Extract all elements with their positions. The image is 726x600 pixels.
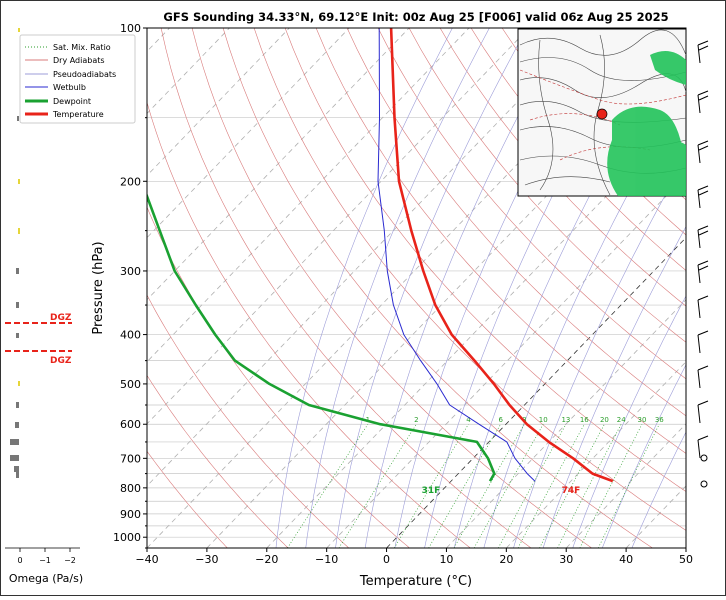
isotherm-line bbox=[686, 28, 726, 548]
mixing-ratio-label: 10 bbox=[539, 416, 548, 424]
wetbulb-trace bbox=[378, 28, 535, 481]
dgz-upper-label: DGZ bbox=[50, 313, 72, 323]
wind-barb-flag bbox=[698, 261, 708, 265]
inset-map bbox=[518, 29, 686, 196]
dry-adiabat bbox=[130, 28, 470, 548]
y-tick-label: 300 bbox=[120, 265, 141, 278]
wind-barb-flag bbox=[699, 191, 708, 195]
wind-barb-staff bbox=[698, 45, 700, 63]
omega-tick-1: −1 bbox=[39, 556, 51, 565]
y-tick-label: 600 bbox=[120, 418, 141, 431]
mixing-ratio-label: 36 bbox=[655, 416, 664, 424]
wind-barb-flag bbox=[698, 41, 708, 45]
wind-barb-flag bbox=[699, 231, 708, 235]
legend-label-dry-adiabats: Dry Adiabats bbox=[53, 56, 105, 65]
wind-barb-staff bbox=[698, 405, 700, 423]
chart-title: GFS Sounding 34.33°N, 69.12°E Init: 00z … bbox=[163, 10, 668, 24]
y-tick-label: 400 bbox=[120, 329, 141, 342]
x-tick-label: −30 bbox=[195, 553, 218, 566]
mixing-ratio-label: 6 bbox=[498, 416, 503, 424]
x-tick-label: 0 bbox=[383, 553, 390, 566]
legend: Sat. Mix. Ratio Dry Adiabats Pseudoadiab… bbox=[20, 35, 135, 123]
wind-barb-flag bbox=[698, 226, 708, 230]
legend-label-pseudoadiabats: Pseudoadiabats bbox=[53, 70, 116, 79]
x-axis-label: Temperature (°C) bbox=[359, 574, 472, 589]
wind-barb-flag bbox=[699, 266, 708, 270]
mixing-ratio-label: 13 bbox=[561, 416, 570, 424]
x-tick-label: 30 bbox=[559, 553, 573, 566]
isotherm-line bbox=[87, 28, 589, 548]
wind-barb-flag bbox=[698, 366, 708, 370]
wind-barb-flag bbox=[699, 46, 708, 50]
omega-bars bbox=[10, 28, 20, 478]
omega-axis-label: Omega (Pa/s) bbox=[9, 572, 83, 585]
x-tick-label: 40 bbox=[619, 553, 633, 566]
wind-barb-flag bbox=[698, 91, 708, 95]
dry-adiabat bbox=[99, 28, 409, 548]
wind-barb-staff bbox=[698, 300, 700, 318]
pseudoadiabat bbox=[335, 28, 527, 548]
x-tick-label: −40 bbox=[135, 553, 158, 566]
legend-label-wetbulb: Wetbulb bbox=[53, 83, 86, 92]
omega-tick-0: 0 bbox=[17, 556, 22, 565]
wind-calm-circle bbox=[701, 481, 707, 487]
dewpoint-surface-label: 31F bbox=[422, 486, 441, 496]
legend-label-mix-ratio: Sat. Mix. Ratio bbox=[53, 43, 111, 52]
legend-label-dewpoint: Dewpoint bbox=[53, 97, 91, 106]
mixing-ratio-label: 16 bbox=[580, 416, 589, 424]
mixing-ratio-line bbox=[288, 424, 368, 548]
wind-barb-staff bbox=[698, 145, 700, 163]
dry-adiabat bbox=[719, 28, 726, 548]
wind-barb-flag bbox=[699, 96, 708, 100]
wind-barb-flag bbox=[698, 401, 708, 405]
wind-calm-circle bbox=[701, 455, 707, 461]
y-tick-label: 200 bbox=[120, 175, 141, 188]
mixing-ratio-label: 24 bbox=[617, 416, 626, 424]
pseudoadiabat bbox=[276, 28, 452, 548]
x-tick-label: −10 bbox=[315, 553, 338, 566]
y-tick-label: 700 bbox=[120, 452, 141, 465]
mixing-ratio-line bbox=[498, 424, 566, 548]
x-tick-label: 20 bbox=[499, 553, 513, 566]
wind-barb-staff bbox=[698, 190, 700, 208]
wind-barb-flag bbox=[699, 146, 708, 150]
y-tick-label: 100 bbox=[120, 22, 141, 35]
wind-barb-flag bbox=[698, 141, 708, 145]
y-tick-label: 900 bbox=[120, 508, 141, 521]
mixing-ratio-label: 20 bbox=[600, 416, 609, 424]
wind-barb-flag bbox=[698, 331, 708, 335]
x-tick-label: −20 bbox=[255, 553, 278, 566]
wind-barb-staff bbox=[698, 95, 700, 113]
x-tick-label: 50 bbox=[679, 553, 693, 566]
wind-barb-staff bbox=[698, 370, 700, 388]
wind-barb-staff bbox=[698, 335, 700, 353]
y-axis-label: Pressure (hPa) bbox=[91, 241, 106, 334]
wind-barb-flag bbox=[698, 186, 708, 190]
wind-barbs bbox=[698, 41, 708, 487]
y-tick-label: 500 bbox=[120, 378, 141, 391]
wind-barb-flag bbox=[698, 296, 708, 300]
dry-adiabat bbox=[688, 28, 726, 548]
wind-barb-staff bbox=[698, 230, 700, 248]
legend-label-temperature: Temperature bbox=[52, 110, 104, 119]
mixing-ratio-label: 2 bbox=[414, 416, 418, 424]
wind-barb-staff bbox=[698, 265, 700, 283]
omega-tick-2: −2 bbox=[64, 556, 76, 565]
mixing-ratio-label: 30 bbox=[638, 416, 647, 424]
x-tick-label: 10 bbox=[439, 553, 453, 566]
location-marker bbox=[597, 109, 607, 119]
temperature-surface-label: 74F bbox=[562, 486, 581, 496]
dgz-lower-label: DGZ bbox=[50, 356, 72, 366]
wind-barb-flag bbox=[698, 436, 708, 440]
wind-barb-staff bbox=[698, 440, 700, 458]
y-tick-label: 1000 bbox=[113, 531, 141, 544]
y-tick-label: 800 bbox=[120, 482, 141, 495]
